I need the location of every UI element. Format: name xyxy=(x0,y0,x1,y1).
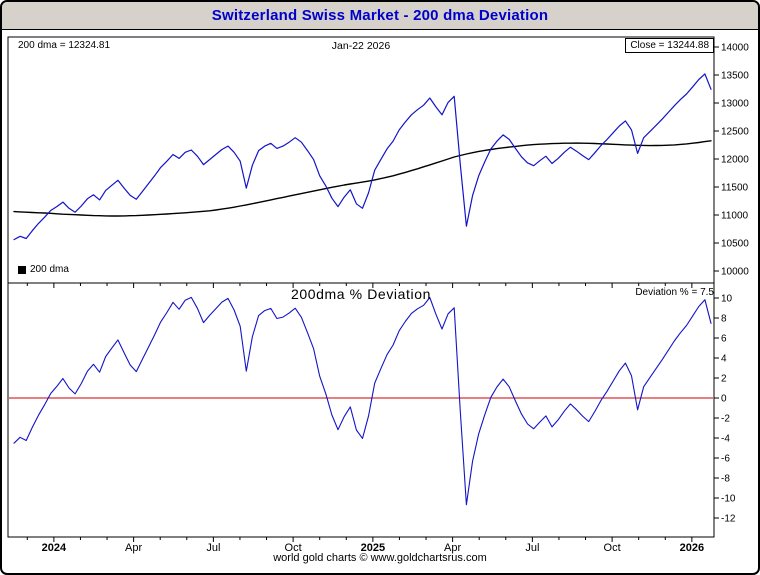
svg-text:Apr: Apr xyxy=(125,542,142,554)
page-title: Switzerland Swiss Market - 200 dma Devia… xyxy=(211,7,549,24)
svg-text:2026: 2026 xyxy=(680,542,704,554)
dma-legend-label: 200 dma xyxy=(30,264,69,275)
svg-text:10000: 10000 xyxy=(721,267,749,278)
svg-text:Jul: Jul xyxy=(525,542,539,554)
footer-credit: world gold charts © www.goldchartsrus.co… xyxy=(273,552,487,564)
svg-text:8: 8 xyxy=(721,314,727,325)
svg-text:11500: 11500 xyxy=(721,183,749,194)
svg-text:10: 10 xyxy=(721,294,733,305)
svg-text:14000: 14000 xyxy=(721,43,749,54)
svg-text:-10: -10 xyxy=(721,494,736,505)
svg-text:13500: 13500 xyxy=(721,71,749,82)
dma-legend: 200 dma xyxy=(18,264,69,275)
close-value-label: Close = 13244.88 xyxy=(625,38,714,53)
dma-legend-swatch xyxy=(18,265,26,274)
svg-text:-6: -6 xyxy=(721,454,730,465)
svg-text:13000: 13000 xyxy=(721,99,749,110)
svg-text:Oct: Oct xyxy=(285,542,302,554)
svg-text:Oct: Oct xyxy=(604,542,621,554)
svg-text:12000: 12000 xyxy=(721,155,749,166)
svg-text:2025: 2025 xyxy=(361,542,385,554)
svg-text:12500: 12500 xyxy=(721,127,749,138)
svg-text:11000: 11000 xyxy=(721,211,749,222)
dma-value-label: 200 dma = 12324.81 xyxy=(18,40,111,51)
svg-text:2: 2 xyxy=(721,374,727,385)
svg-text:-4: -4 xyxy=(721,434,730,445)
svg-text:4: 4 xyxy=(721,354,727,365)
svg-text:-2: -2 xyxy=(721,414,730,425)
svg-text:Apr: Apr xyxy=(444,542,461,554)
svg-text:-12: -12 xyxy=(721,514,736,525)
svg-text:6: 6 xyxy=(721,334,727,345)
svg-text:10500: 10500 xyxy=(721,239,749,250)
deviation-value-label: Deviation % = 7.5 xyxy=(635,287,714,298)
svg-text:-8: -8 xyxy=(721,474,730,485)
title-bar: Switzerland Swiss Market - 200 dma Devia… xyxy=(2,2,758,30)
svg-text:Jul: Jul xyxy=(206,542,220,554)
svg-text:2024: 2024 xyxy=(42,542,67,554)
deviation-panel-title: 200dma % Deviation xyxy=(291,286,431,302)
chart-date-label: Jan-22 2026 xyxy=(331,40,391,52)
svg-text:0: 0 xyxy=(721,394,727,405)
